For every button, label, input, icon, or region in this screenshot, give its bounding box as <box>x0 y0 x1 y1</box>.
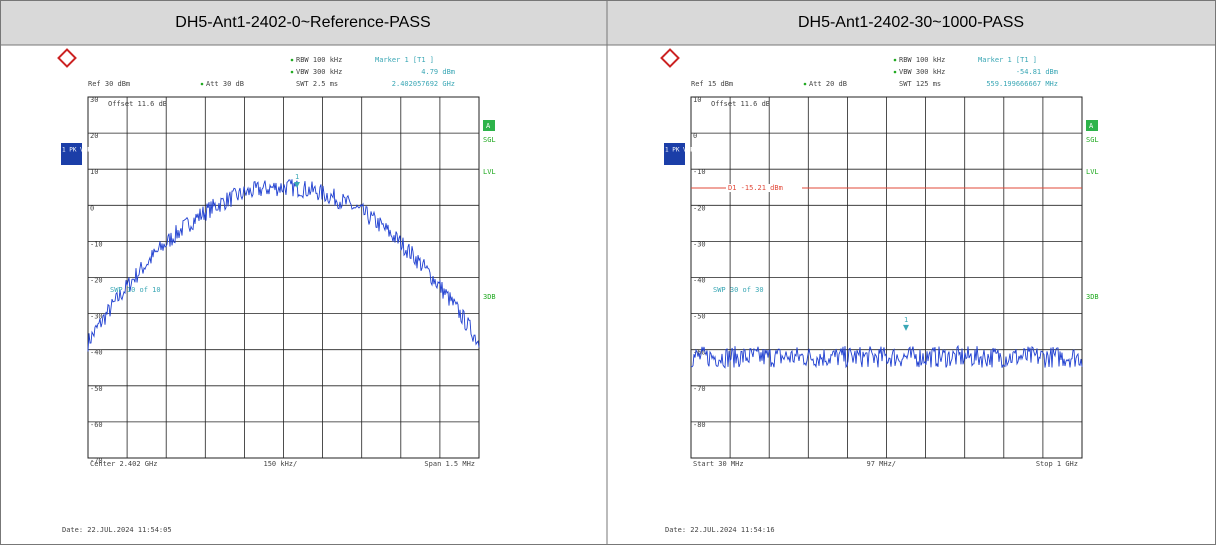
trace-mode: 1 PK VIEW <box>665 147 698 154</box>
attenuation: Att 20 dB <box>809 80 847 88</box>
bullet <box>893 58 897 62</box>
y-tick-label: 0 <box>90 204 94 212</box>
marker-symbol <box>903 324 909 331</box>
bullet <box>803 82 807 86</box>
y-tick-label: 30 <box>90 96 98 104</box>
lvl: LVL <box>483 168 496 176</box>
trace <box>87 179 480 352</box>
marker-title: Marker 1 [T1 ] <box>375 56 434 64</box>
y-tick-label: -20 <box>693 204 706 212</box>
y-tick-label: -80 <box>693 421 706 429</box>
stop: Stop 1 GHz <box>1036 460 1078 468</box>
y-tick-label: -60 <box>90 421 103 429</box>
line-label-bg <box>726 184 802 193</box>
date: Date: 22.JUL.2024 11:54:05 <box>62 526 172 534</box>
vbw: VBW 300 kHz <box>296 68 342 76</box>
sweep-count: SWP 10 of 10 <box>110 286 161 294</box>
marker-number: 1 <box>295 173 299 181</box>
stop: Span 1.5 MHz <box>424 460 475 468</box>
marker-freq: 2.402057692 GHz <box>392 80 455 88</box>
trace-box <box>664 143 685 165</box>
panel-title: DH5-Ant1-2402-0~Reference-PASS <box>175 14 430 31</box>
trace <box>690 344 1083 369</box>
sweep-count: SWP 30 of 30 <box>713 286 764 294</box>
offset: Offset 11.6 dB <box>108 100 167 108</box>
swt: SWT 125 ms <box>899 80 941 88</box>
division: 97 MHz/ <box>867 460 897 468</box>
attenuation: Att 30 dB <box>206 80 244 88</box>
badge-box <box>483 120 495 131</box>
trace-box <box>61 143 82 165</box>
y-tick-label: -50 <box>693 313 706 321</box>
sgl: SGL <box>1086 136 1099 144</box>
offset: Offset 11.6 dB <box>711 100 770 108</box>
logo <box>57 48 77 68</box>
y-tick-label: 10 <box>693 96 701 104</box>
ref-level: Ref 30 dBm <box>88 80 130 88</box>
y-tick-label: -10 <box>693 168 706 176</box>
rbw: RBW 100 kHz <box>899 56 945 64</box>
division: 150 kHz/ <box>264 460 298 468</box>
header-row <box>0 0 1216 45</box>
marker-freq: 559.199666667 MHz <box>986 80 1058 88</box>
date: Date: 22.JUL.2024 11:54:16 <box>665 526 775 534</box>
y-tick-label: -30 <box>90 313 103 321</box>
ref-level: Ref 15 dBm <box>691 80 733 88</box>
y-tick-label: -20 <box>90 277 103 285</box>
badge: A <box>1089 122 1094 130</box>
logo <box>660 48 680 68</box>
marker-level: 4.79 dBm <box>421 68 455 76</box>
start: Center 2.402 GHz <box>90 460 157 468</box>
vbw: VBW 300 kHz <box>899 68 945 76</box>
marker-symbol <box>294 181 300 188</box>
marker-number: 1 <box>904 316 908 324</box>
y-tick-label: -70 <box>90 457 103 465</box>
lvl: LVL <box>1086 168 1099 176</box>
y-tick-label: 10 <box>90 168 98 176</box>
y-tick-label: 0 <box>693 132 697 140</box>
bullet <box>290 58 294 62</box>
bullet <box>893 70 897 74</box>
bullet <box>290 70 294 74</box>
start: Start 30 MHz <box>693 460 744 468</box>
sgl: SGL <box>483 136 496 144</box>
y-tick-label: 20 <box>90 132 98 140</box>
trace-mode: 1 PK VIEW <box>62 147 95 154</box>
badge-box <box>1086 120 1098 131</box>
swt: SWT 2.5 ms <box>296 80 338 88</box>
marker-level: -54.81 dBm <box>1016 68 1058 76</box>
y-tick-label: -70 <box>693 385 706 393</box>
badge: A <box>486 122 491 130</box>
rbw: RBW 100 kHz <box>296 56 342 64</box>
db3: 3DB <box>483 293 496 301</box>
display-line-label: D1 -15.21 dBm <box>728 184 783 192</box>
y-tick-label: -50 <box>90 385 103 393</box>
db3: 3DB <box>1086 293 1099 301</box>
y-tick-label: -10 <box>90 240 103 248</box>
y-tick-label: -30 <box>693 240 706 248</box>
marker-title: Marker 1 [T1 ] <box>978 56 1037 64</box>
bullet <box>200 82 204 86</box>
panel-title: DH5-Ant1-2402-30~1000-PASS <box>798 14 1024 31</box>
y-tick-label: -40 <box>693 277 706 285</box>
y-tick-label: -40 <box>90 349 103 357</box>
